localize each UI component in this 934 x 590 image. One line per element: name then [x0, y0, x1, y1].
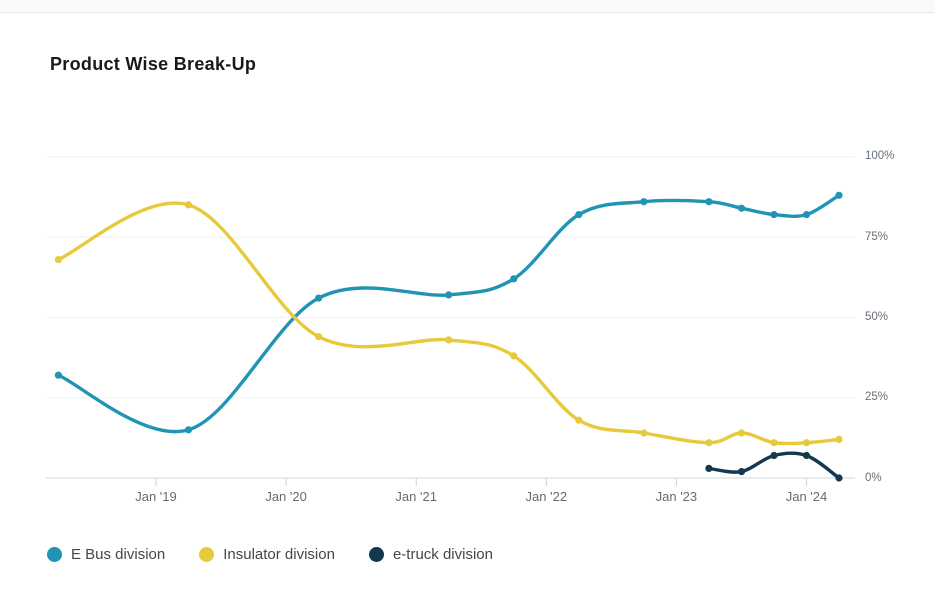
series-marker-insulator-division: [445, 336, 453, 344]
series-marker-e-bus-division: [802, 211, 811, 219]
legend-label: Insulator division: [223, 546, 335, 563]
gridlines: [46, 156, 855, 486]
series-marker-e-truck-division: [705, 464, 713, 472]
x-axis-label: Jan '24: [785, 489, 828, 504]
legend-dot-e-bus-division: [47, 547, 62, 562]
series-marker-insulator-division: [770, 439, 778, 447]
x-axis-label: Jan '20: [265, 489, 307, 504]
series-marker-insulator-division: [315, 333, 323, 341]
series-marker-insulator-division: [184, 201, 193, 209]
series-marker-insulator-division: [802, 439, 811, 447]
y-axis-label: 50%: [865, 310, 889, 323]
series-marker-e-bus-division: [184, 426, 193, 434]
series-marker-insulator-division: [54, 256, 63, 264]
series-marker-insulator-division: [510, 352, 518, 360]
legend-dot-e-truck-division: [368, 547, 384, 562]
y-axis-label: 0%: [865, 471, 882, 484]
series-marker-insulator-division: [835, 435, 843, 443]
series-marker-e-truck-division: [737, 468, 746, 476]
top-divider: [0, 0, 934, 13]
series-marker-insulator-division: [575, 416, 583, 424]
series-marker-e-bus-division: [575, 211, 583, 219]
legend-dot-insulator-division: [199, 547, 215, 562]
series-marker-e-bus-division: [705, 198, 713, 206]
x-axis-label: Jan '22: [525, 489, 568, 504]
legend-item-e-bus-division[interactable]: E Bus division: [47, 546, 165, 563]
chart-title: Product Wise Break-Up: [50, 54, 257, 74]
series-marker-e-bus-division: [315, 294, 323, 302]
series-lines: [54, 191, 843, 482]
series-marker-insulator-division: [705, 439, 713, 447]
legend: E Bus division Insulator division e-truck …: [47, 546, 527, 563]
x-axis-label: Jan '23: [655, 489, 698, 504]
series-marker-e-bus-division: [640, 198, 648, 206]
series-marker-e-bus-division: [737, 204, 746, 212]
x-axis-label: Jan '21: [395, 489, 437, 504]
series-marker-insulator-division: [640, 429, 648, 437]
series-marker-e-bus-division: [835, 191, 843, 199]
y-axis-label: 100%: [865, 150, 895, 163]
y-axis-label: 75%: [865, 230, 889, 243]
series-marker-e-bus-division: [510, 275, 518, 283]
series-marker-e-bus-division: [445, 291, 453, 299]
y-axis-label: 25%: [865, 391, 889, 404]
legend-item-e-truck-division[interactable]: e-truck division: [368, 546, 493, 563]
series-marker-e-bus-division: [54, 371, 63, 379]
legend-label: E Bus division: [71, 546, 166, 563]
series-line-insulator-division: [56, 201, 841, 446]
legend-label: e-truck division: [392, 546, 493, 563]
series-marker-e-truck-division: [802, 451, 811, 460]
series-line-e-bus-division: [56, 193, 841, 434]
legend-item-insulator-division[interactable]: Insulator division: [199, 546, 335, 563]
series-marker-e-bus-division: [770, 211, 778, 219]
series-marker-e-truck-division: [770, 451, 778, 460]
series-marker-e-truck-division: [835, 474, 843, 482]
series-marker-insulator-division: [737, 429, 746, 437]
x-axis-label: Jan '19: [135, 489, 177, 504]
